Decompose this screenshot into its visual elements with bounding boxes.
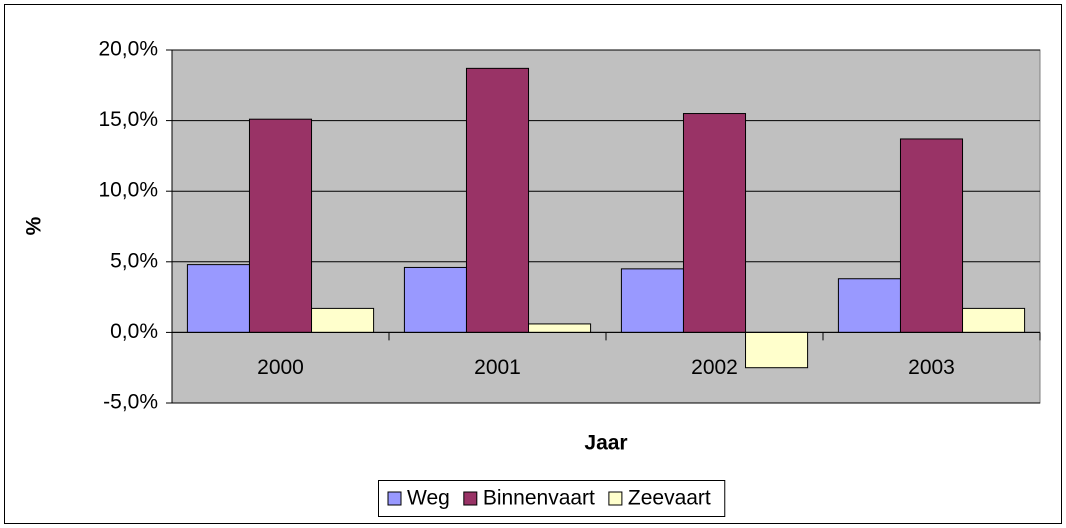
- legend-label: Weg: [407, 487, 450, 510]
- bar: [186, 264, 250, 333]
- bar: [682, 113, 747, 333]
- bar: [620, 268, 684, 333]
- y-tick-label: 10,0%: [98, 179, 158, 202]
- legend-label: Binnenvaart: [483, 487, 595, 510]
- bar: [528, 323, 592, 333]
- legend-swatch: [387, 491, 402, 506]
- y-tick-label: 0,0%: [110, 320, 158, 343]
- y-tick-label: -5,0%: [103, 391, 158, 414]
- legend-swatch: [463, 491, 478, 506]
- x-tick-label: 2001: [474, 356, 521, 379]
- bar: [962, 307, 1026, 333]
- y-tick-label: 5,0%: [110, 249, 158, 272]
- plot-area: [171, 49, 1041, 404]
- x-tick-label: 2003: [908, 356, 955, 379]
- x-tick-label: 2000: [257, 356, 304, 379]
- bar: [465, 67, 530, 333]
- bar: [248, 118, 313, 333]
- bar: [403, 266, 467, 333]
- bar: [899, 138, 964, 333]
- legend: [378, 480, 726, 517]
- bar: [745, 331, 809, 369]
- legend-swatch: [608, 491, 623, 506]
- legend-label: Zeevaart: [628, 487, 711, 510]
- x-axis-label: Jaar: [584, 432, 627, 455]
- y-tick-label: 20,0%: [98, 38, 158, 61]
- y-axis-label: %: [23, 216, 46, 235]
- x-tick-label: 2002: [691, 356, 738, 379]
- y-tick-label: 15,0%: [98, 108, 158, 131]
- bar: [311, 307, 375, 333]
- bar: [837, 278, 901, 333]
